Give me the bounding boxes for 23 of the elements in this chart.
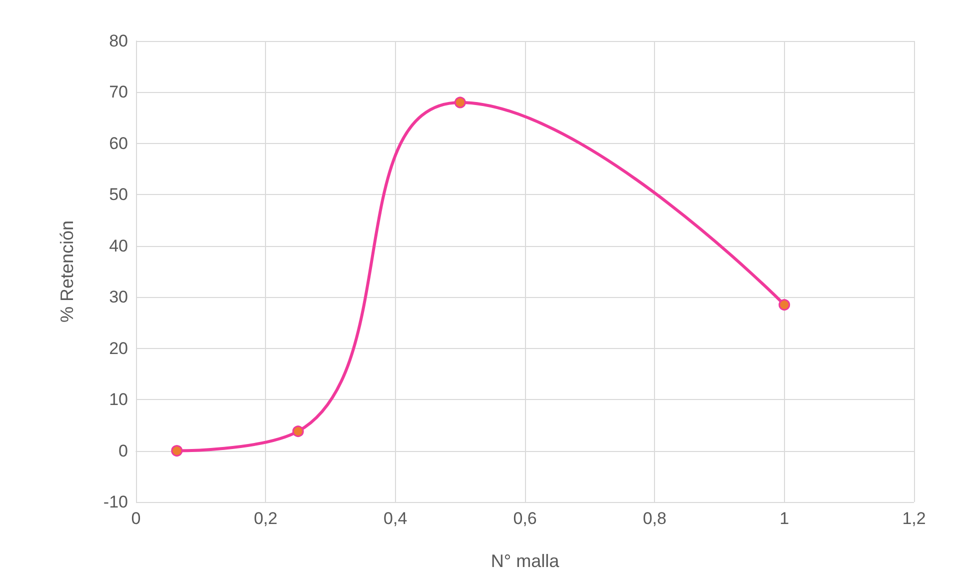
point (171, 445, 183, 457)
x-tick-label: 0 (131, 509, 141, 528)
y-axis-title: % Retención (57, 220, 77, 323)
point (778, 299, 790, 311)
y-tick-label: 0 (118, 441, 128, 460)
y-tick-label: 50 (109, 185, 128, 204)
point (292, 426, 304, 438)
y-tick-label: 10 (109, 390, 128, 410)
x-tick-label: 1 (780, 509, 790, 528)
x-tick-label: 1,2 (902, 509, 926, 528)
y-tick-label: -10 (103, 492, 128, 512)
y-tick-label: 70 (109, 82, 128, 102)
x-axis-title: N° malla (490, 551, 560, 571)
y-tick-label: 20 (109, 338, 128, 358)
x-tick-label: 0,8 (642, 509, 666, 528)
y-tick-label: 60 (109, 134, 128, 153)
x-tick-label: 0,4 (384, 509, 408, 528)
point (454, 96, 466, 108)
y-tick-label: 80 (109, 32, 128, 50)
x-tick-label: 0,6 (513, 509, 537, 528)
x-tick-label: 0,2 (254, 509, 278, 528)
y-tick-label: 40 (109, 236, 128, 256)
y-tick-label: 30 (109, 288, 128, 307)
